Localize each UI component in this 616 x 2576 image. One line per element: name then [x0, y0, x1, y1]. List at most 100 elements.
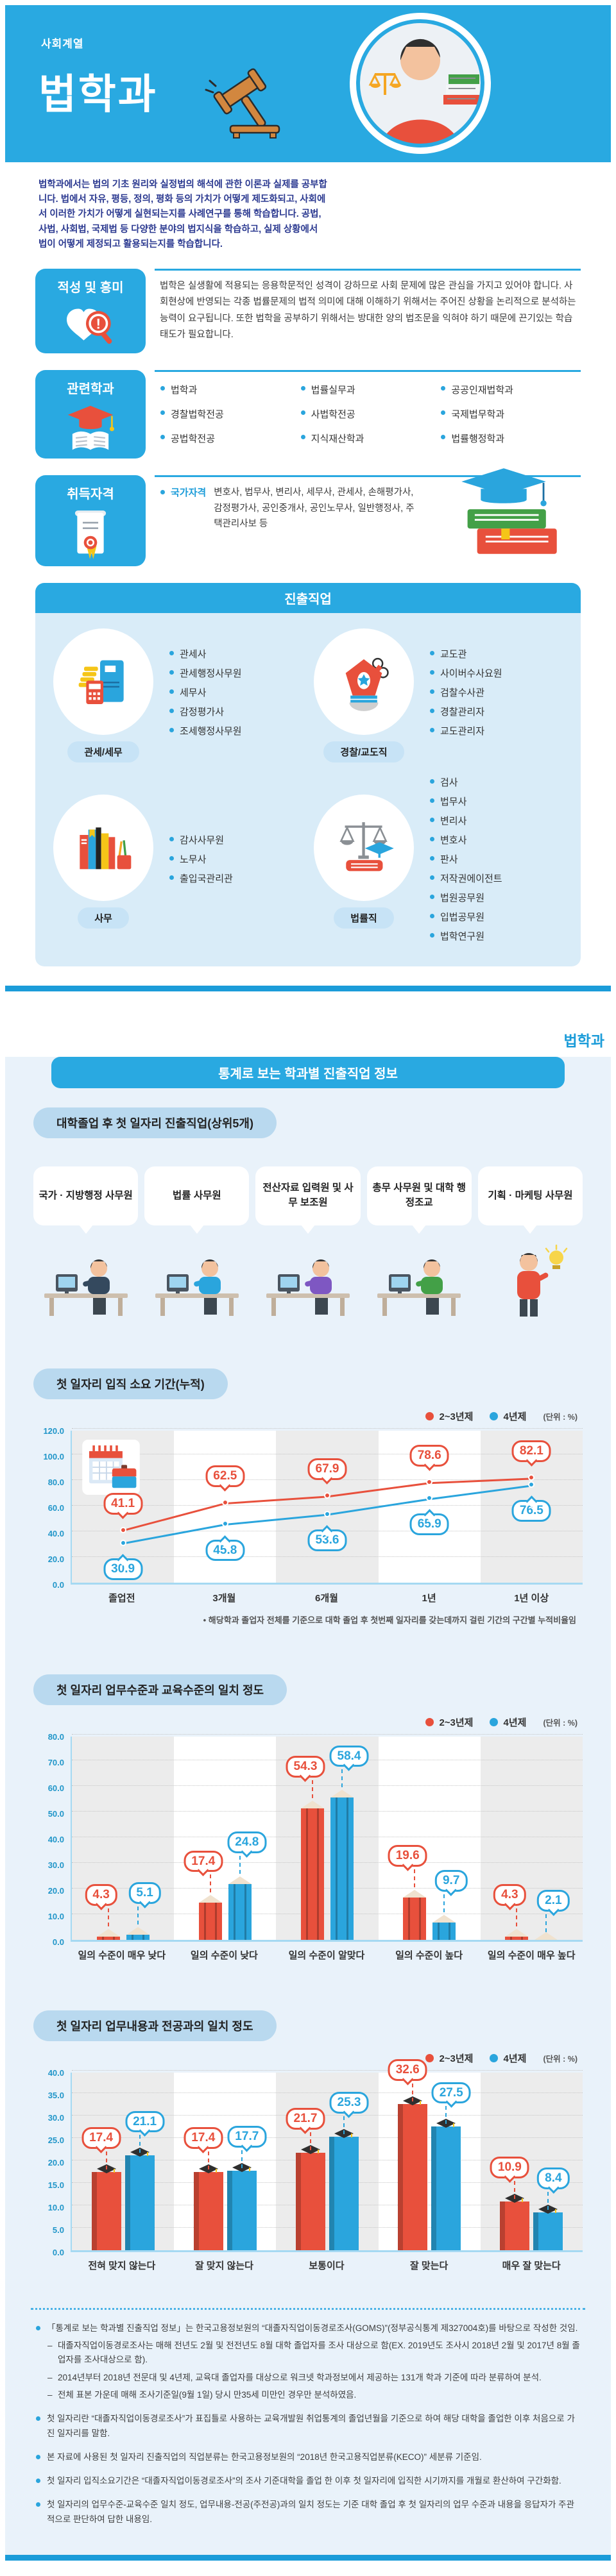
x-axis-label: 1년 — [422, 1592, 436, 1604]
worker-at-desk-illustration — [266, 1259, 350, 1316]
value-label: 41.1 — [103, 1493, 143, 1515]
footnotes-list: 「통계로 보는 학과별 진출직업 정보」는 한국고용정보원의 “대졸자직업이동경… — [35, 2321, 581, 2555]
pencil-bar — [330, 1790, 354, 1940]
career-item: 관세행정사무원 — [169, 666, 242, 680]
unit-label: (단위 : %) — [543, 1718, 578, 1728]
legend-dot — [490, 2053, 499, 2062]
career-group-visual: 사무 — [52, 795, 155, 929]
gridline — [72, 2069, 583, 2071]
data-point — [221, 1499, 228, 1506]
x-axis-label: 일의 수준이 매우 낮다 — [78, 1949, 166, 1961]
worker-at-desk-illustration — [155, 1259, 239, 1316]
value-connector — [209, 1874, 211, 1893]
heart-magnifier-icon: ! — [62, 301, 119, 353]
footnote-item: 첫 일자리의 업무수준-교육수준 일치 정도, 업무내용-전공(주전공)과의 일… — [35, 2498, 581, 2527]
plot-area: 4.3 17.4 54.3 19.6 4.3 5.1 24.8 58.4 9.7 2.1 — [71, 1733, 583, 1942]
bar — [431, 2119, 461, 2250]
section-label-aptitude: 적성 및 흥미 ! — [35, 268, 146, 353]
pencil-bar — [96, 1928, 120, 1940]
page-title: 법학과 — [38, 71, 158, 117]
x-axis-label: 일의 수준이 매우 높다 — [487, 1949, 576, 1961]
gridline — [72, 2092, 583, 2093]
career-icon-circle — [314, 795, 414, 902]
career-group-visual: 법률직 — [312, 795, 415, 929]
first-job-bubble: 국가 · 지방행정 사무원 — [33, 1166, 139, 1225]
value-label: 27.5 — [431, 2082, 471, 2104]
value-connector — [547, 2192, 549, 2210]
value-label: 21.1 — [125, 2110, 165, 2133]
worker-at-desk-illustration — [377, 1259, 461, 1316]
chart-body: 0.0 10.0 20.0 30.0 40.0 50.0 60.0 70.0 80.0 4.3 17… — [33, 1732, 583, 1947]
bar — [91, 2164, 121, 2250]
career-group: 관세/세무 관세사 관세행정사무원 세무사 감정평가사 조세행정사무원 — [52, 628, 304, 762]
y-tick-label: 80.0 — [47, 1477, 64, 1487]
unit-label: (단위 : %) — [543, 1412, 578, 1422]
chart-body: 0.0 5.0 10.0 15.0 20.0 25.0 30.0 35.0 40.0 17.4 17… — [33, 2059, 583, 2257]
value-label: 25.3 — [329, 2092, 369, 2114]
x-axis-label: 3개월 — [212, 1592, 236, 1604]
bar — [296, 2145, 325, 2250]
bar — [193, 2164, 223, 2250]
section-label-certificate: 취득자격 — [35, 475, 146, 566]
y-tick-label: 0.0 — [52, 2247, 64, 2257]
value-connector — [414, 1869, 416, 1887]
section-body-aptitude: 법학은 실생활에 적용되는 응용학문적인 성격이 강하므로 사회 문제에 많은 … — [155, 268, 581, 353]
legend-dot — [425, 1717, 434, 1726]
section-related: 관련학과 법학과 경찰법학전공 공법학전공 법률실무과 사법학전공 지식재산학과 공공인재법… — [35, 369, 581, 459]
unit-label: (단위 : %) — [543, 2054, 578, 2064]
value-label: 21.7 — [286, 2108, 325, 2130]
x-axis-label: 전혀 맞지 않는다 — [88, 2260, 156, 2271]
career-item: 입법공무원 — [429, 910, 502, 923]
value-connector — [137, 1906, 139, 1924]
career-icon-circle — [53, 628, 153, 735]
value-label: 9.7 — [434, 1870, 468, 1892]
related-department-item: 지식재산학과 — [300, 431, 441, 448]
related-departments-list: 법학과 경찰법학전공 공법학전공 법률실무과 사법학전공 지식재산학과 공공인재법학과 국제법… — [160, 382, 581, 456]
career-item: 법원공무원 — [429, 891, 502, 904]
y-tick-label: 40.0 — [47, 1834, 64, 1844]
y-tick-label: 10.0 — [47, 2202, 64, 2212]
career-list: 감사사무원 노무사 출입국관리관 — [169, 833, 233, 891]
y-tick-label: 25.0 — [47, 2135, 64, 2145]
first-job: 국가 · 지방행정 사무원 — [33, 1166, 139, 1320]
value-connector — [241, 2150, 243, 2169]
gridline — [72, 2114, 583, 2116]
legend-label: 4년제 — [503, 1411, 527, 1422]
certificate-text: 변호사, 법무사, 변리사, 세무사, 관세사, 손해평가사, 감정평가사, 공… — [214, 487, 415, 530]
column-stripe — [72, 2072, 175, 2250]
related-department-item: 공법학전공 — [160, 431, 300, 448]
value-connector — [239, 1855, 241, 1874]
career-item: 검사 — [429, 775, 502, 789]
data-point — [324, 1492, 330, 1499]
value-label: 2.1 — [537, 1889, 570, 1912]
legend-item: 4년제 — [490, 1410, 526, 1423]
legend-label: 4년제 — [503, 1717, 527, 1728]
hero-banner: 사회계열 법학과 — [5, 5, 611, 162]
value-label: 17.7 — [227, 2126, 267, 2148]
aptitude-text: 법학은 실생활에 적용되는 응용학문적인 성격이 강하므로 사회 문제에 많은 … — [160, 280, 576, 341]
value-label: 8.4 — [537, 2168, 570, 2190]
x-axis-labels: 졸업전 3개월 6개월 1년 1년 이상 — [71, 1591, 583, 1604]
value-connector — [445, 2106, 447, 2125]
first-job: 법률 사무원 — [144, 1166, 250, 1320]
related-department-item: 법학과 — [160, 382, 300, 399]
statistics-header: 통계로 보는 학과별 진출직업 정보 — [51, 1056, 565, 1088]
first-job-bubble: 기획 · 마케팅 사무원 — [477, 1166, 583, 1225]
value-label: 53.6 — [307, 1529, 347, 1551]
value-label: 17.4 — [184, 1850, 223, 1873]
value-label: 78.6 — [409, 1445, 449, 1467]
career-icon-circle — [314, 628, 414, 735]
value-label: 62.5 — [205, 1465, 245, 1487]
y-tick-label: 20.0 — [47, 1885, 64, 1896]
bar — [398, 2096, 428, 2250]
calculator-coins-icon — [78, 660, 124, 704]
related-department-item: 사법학전공 — [300, 407, 441, 423]
legend-dot — [490, 1411, 499, 1420]
bar — [227, 2163, 257, 2250]
careers-title: 진출직업 — [35, 582, 581, 613]
worker-at-desk-illustration — [44, 1259, 128, 1316]
books-pencils-icon — [80, 827, 132, 870]
data-point — [426, 1478, 433, 1485]
first-job: 총무 사무원 및 대학 행정조교 — [366, 1166, 472, 1320]
section-body-related: 법학과 경찰법학전공 공법학전공 법률실무과 사법학전공 지식재산학과 공공인재법학과 국제법… — [155, 369, 581, 459]
